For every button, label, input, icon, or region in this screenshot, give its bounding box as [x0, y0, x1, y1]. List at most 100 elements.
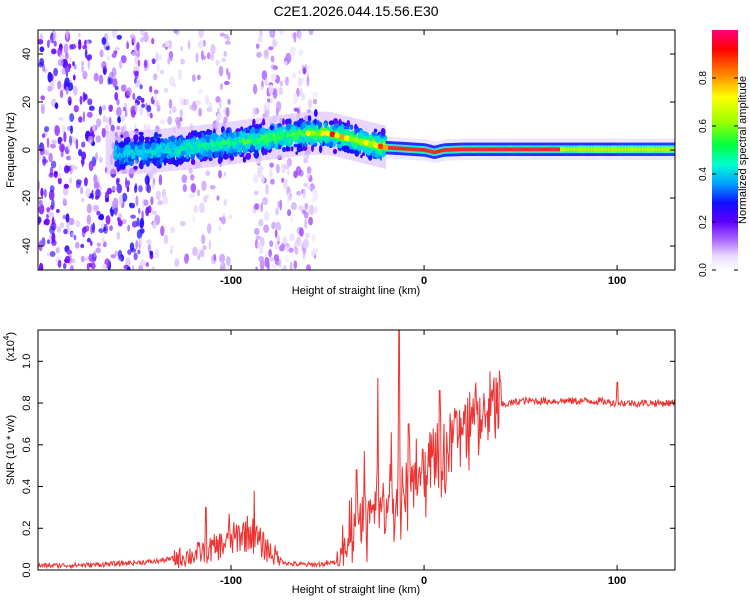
spectrogram-noise-blob [118, 60, 123, 69]
spectrogram-line-core [544, 147, 547, 152]
spectrogram-noise-blob [156, 100, 160, 110]
spectrogram-noise-blob [293, 107, 299, 112]
spectrogram-noise-blob [289, 233, 295, 242]
spectrogram-band-blob [139, 160, 143, 169]
spectrogram-noise-blob [134, 70, 139, 80]
spectrogram-band-blob [371, 150, 376, 157]
spectrogram-band-blob [245, 152, 252, 160]
spectrogram-line-core [447, 147, 449, 152]
spectrogram-line-core [651, 147, 653, 152]
spectrogram-line-core [431, 150, 434, 154]
spectrogram-noise-blob [298, 30, 302, 40]
spectrogram-noise-blob [86, 203, 92, 214]
spectrogram-band-blob [190, 137, 195, 146]
spectrogram-band-blob [127, 160, 132, 166]
spectrogram-line-core [671, 147, 673, 152]
snr-x-label: Height of straight line (km) [292, 584, 420, 596]
spectrogram-band-blob [199, 146, 204, 155]
spectrogram-noise-blob [153, 73, 158, 81]
spectrogram-band-blob [180, 150, 186, 156]
spectrogram-noise-blob [156, 62, 161, 73]
spectrogram-noise-blob [268, 84, 274, 95]
spectrogram-noise-blob [160, 119, 165, 124]
spectrogram-noise-blob [85, 187, 91, 198]
spectrogram-noise-blob [280, 242, 285, 252]
spectrogram-noise-blob [139, 84, 143, 90]
spectrogram-noise-blob [114, 92, 119, 101]
spectrogram-noise-blob [127, 224, 130, 232]
spectrogram-noise-blob [225, 107, 230, 118]
spectrogram-band-blob [217, 135, 221, 140]
spectrogram-band-blob [318, 145, 323, 154]
spectrogram-line-core [492, 147, 494, 152]
spectrogram-noise-blob [290, 202, 297, 211]
spectrogram-noise-blob [104, 191, 110, 202]
spectrogram-band-blob [120, 134, 124, 138]
spectrogram-line-core [661, 147, 664, 152]
spectrogram-noise-blob [278, 258, 282, 268]
spectrogram-line-core [417, 147, 420, 152]
spectrogram-noise-blob [223, 199, 227, 206]
spectrogram-noise-blob [293, 245, 297, 252]
spectrogram-line-core [570, 147, 573, 152]
spectrogram-line-core [405, 146, 408, 151]
spectrogram-line-core [487, 147, 490, 152]
spectrogram-band-blob [334, 123, 340, 128]
spectrogram-noise-blob [185, 98, 190, 106]
spectrogram-noise-blob [155, 52, 159, 63]
spectrogram-noise-blob [126, 87, 132, 96]
spectrogram-band-blob [145, 148, 151, 152]
spectrogram-line-core [422, 148, 425, 152]
spectrogram-line-core [468, 147, 471, 152]
spectrogram-noise-blob [289, 261, 293, 270]
spectrogram-noise-blob [80, 243, 85, 249]
spectrogram-line-core [454, 147, 457, 152]
spectrogram-noise-blob [160, 225, 165, 237]
spectrogram-band-blob [243, 146, 248, 154]
spectrogram-noise-blob [46, 251, 50, 257]
spectrogram-noise-blob [48, 39, 53, 44]
spectrogram-band-blob [156, 160, 160, 167]
spectrogram-noise-blob [90, 240, 93, 246]
spectrogram-noise-blob [133, 65, 140, 72]
spectrogram-line-core [475, 147, 477, 152]
spectrogram-noise-blob [38, 262, 44, 270]
spectrogram-band-blob [358, 133, 364, 141]
spectrogram-line-core [586, 147, 588, 152]
spectrogram-noise-blob [153, 93, 158, 101]
spectrogram-noise-blob [135, 81, 139, 88]
spectrogram-band-blob [150, 142, 157, 151]
spectrogram-line-core [515, 147, 517, 152]
spectrogram-line-core [513, 147, 516, 152]
spectrogram-noise-blob [197, 253, 201, 261]
spectrogram-noise-blob [57, 177, 62, 185]
spectrogram-line-core [397, 146, 400, 151]
spectrogram-noise-blob [288, 247, 294, 253]
spectrogram-line-core [504, 147, 507, 152]
spectrogram-line-core [634, 147, 636, 152]
spectrogram-band-blob [360, 154, 363, 159]
spectrogram-band-blob [184, 138, 191, 144]
spectrogram-band-blob [118, 141, 125, 150]
spectrogram-noise-blob [69, 264, 74, 270]
spectrogram-noise-blob [275, 207, 279, 216]
spectrogram-band-blob [161, 142, 166, 148]
spectrogram-noise-blob [228, 214, 233, 219]
spectrogram-noise-blob [227, 98, 231, 105]
spectrogram-y-tick-label: -40 [21, 238, 33, 254]
spectrogram-line-core [566, 147, 568, 152]
spectrogram-noise-blob [111, 30, 118, 38]
spectrogram-noise-blob [102, 263, 107, 270]
spectrogram-band-blob [349, 124, 354, 130]
spectrogram-line-core [648, 147, 650, 152]
spectrogram-noise-blob [48, 172, 54, 178]
spectrogram-line-core [408, 147, 411, 151]
spectrogram-noise-blob [270, 55, 275, 63]
spectrogram-noise-blob [80, 186, 83, 195]
spectrogram-noise-blob [84, 48, 88, 59]
spectrogram-peak-blob [353, 137, 360, 144]
spectrogram-line-core [555, 147, 558, 152]
spectrogram-band-blob [302, 121, 307, 129]
spectrogram-noise-blob [64, 68, 71, 73]
spectrogram-noise-blob [44, 126, 50, 132]
